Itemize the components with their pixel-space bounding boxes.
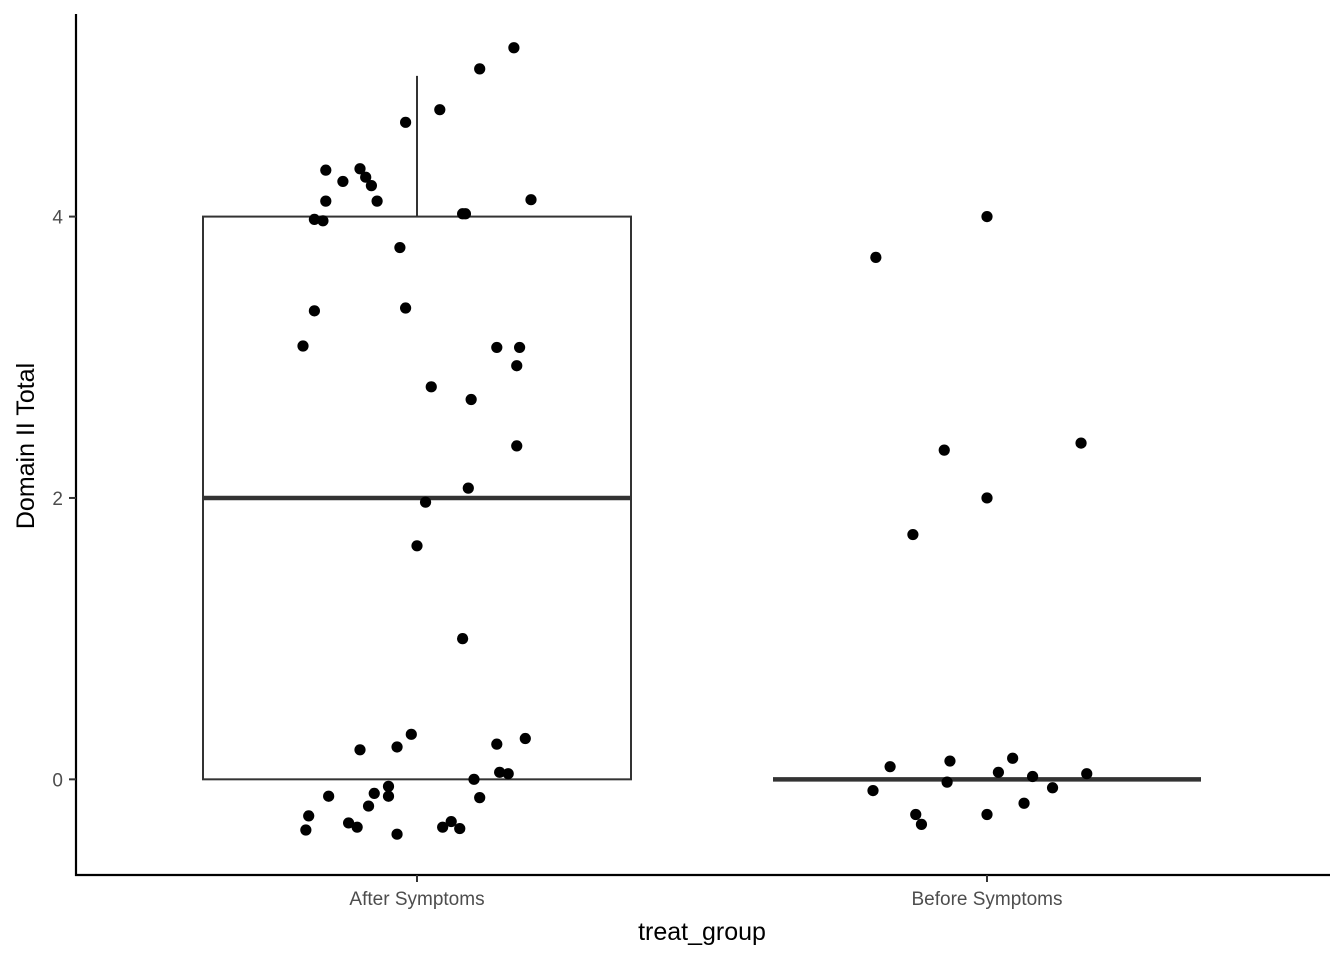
data-point [368,787,380,800]
data-point [514,341,526,354]
points-layer [297,42,1093,840]
data-point [445,815,457,828]
data-point [502,768,514,780]
data-point [494,766,506,778]
data-point [351,821,363,833]
data-point [465,393,477,406]
boxes-layer [202,75,1201,782]
data-point [508,42,520,54]
x-axis-title: treat_group [638,918,766,946]
data-point [525,194,537,206]
data-point [320,195,332,207]
data-point [474,63,486,75]
data-point [867,784,879,797]
data-point [317,215,329,227]
data-point [400,302,412,314]
data-point [391,828,403,840]
data-point [382,790,395,802]
data-point [907,528,919,541]
data-point [511,360,523,372]
data-point [981,808,993,821]
data-point [419,496,432,508]
data-point [394,241,406,254]
data-point [468,773,480,785]
data-point [1081,768,1093,780]
data-point [457,633,469,645]
data-point [365,180,377,192]
axes-layer: 0 2 4 After Symptoms Before Symptoms [52,14,1330,910]
data-point [910,808,922,821]
data-point [411,540,423,552]
data-point [1075,437,1087,449]
x-tick-label: After Symptoms [349,889,484,910]
data-point [1018,797,1030,809]
x-tick-label: Before Symptoms [912,889,1063,910]
data-point [915,818,928,830]
data-point [371,195,383,207]
data-point [320,164,332,176]
data-point [308,305,320,317]
data-point [1027,770,1039,783]
data-point [434,104,446,116]
data-point [308,213,320,226]
data-point [462,482,474,494]
data-point [459,208,472,220]
data-point [981,492,993,504]
data-point [884,761,896,773]
data-point [519,732,531,745]
data-point [981,210,993,223]
data-point [300,824,312,836]
data-point [303,810,315,822]
data-point [1007,752,1019,764]
data-point [343,817,355,829]
data-point [938,444,950,456]
data-point [382,780,395,792]
data-point [944,755,956,767]
data-point [992,766,1005,778]
data-point [941,776,953,788]
data-point [400,116,412,128]
data-point [323,790,335,802]
y-tick-label: 4 [52,208,63,229]
data-point [362,800,375,812]
data-point [454,822,466,835]
data-point [1046,782,1059,794]
data-point [474,792,486,804]
y-axis-title: Domain II Total [12,363,40,529]
data-point [354,163,366,175]
y-tick-label: 0 [52,770,63,791]
data-point [337,175,349,188]
data-point [360,171,372,183]
data-point [491,738,503,750]
data-point [354,744,366,756]
y-tick-label: 2 [52,489,63,510]
data-point [405,728,417,740]
data-point [391,741,403,753]
data-point [437,821,449,833]
data-point [870,251,882,263]
data-point [297,340,309,352]
data-point [425,381,437,393]
data-point [511,440,523,452]
data-point [491,341,503,354]
